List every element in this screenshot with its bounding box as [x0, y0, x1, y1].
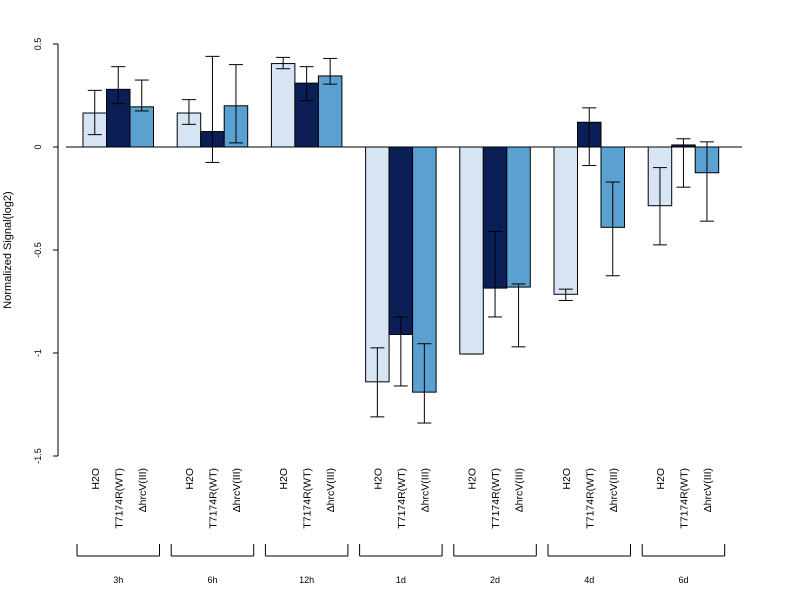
- category-label: T7174R(WT): [678, 468, 690, 529]
- y-axis-label: Normalized Signal(log2): [2, 191, 14, 308]
- group-label: 6h: [207, 575, 217, 585]
- category-label: ΔhrcV(III): [608, 468, 620, 512]
- category-label: H2O: [655, 468, 667, 490]
- bar: [459, 146, 484, 355]
- group-label: 6d: [678, 575, 688, 585]
- category-label: ΔhrcV(III): [514, 468, 526, 512]
- category-label: ΔhrcV(III): [325, 468, 337, 512]
- group-labels: 3h 6h 12h 1d 2d 4d 6d: [76, 544, 726, 585]
- category-label: ΔhrcV(III): [419, 468, 431, 512]
- category-labels: H2O T7174R(WT) ΔhrcV(III) H2O T7174R(WT) Δhrc…: [90, 468, 714, 529]
- category-label: ΔhrcV(III): [702, 468, 714, 512]
- group-label: 3h: [113, 575, 123, 585]
- group-label: 2d: [490, 575, 500, 585]
- bar: [317, 75, 343, 148]
- group-label: 12h: [299, 575, 314, 585]
- bar: [553, 146, 578, 295]
- y-tick-label: -1.5: [33, 448, 43, 464]
- category-label: H2O: [467, 468, 479, 490]
- category-label: ΔhrcV(III): [231, 468, 243, 512]
- bar: [129, 106, 154, 148]
- bar: [506, 146, 531, 288]
- y-tick-label: 0.5: [33, 38, 43, 51]
- category-label: T7174R(WT): [396, 468, 408, 529]
- category-label: ΔhrcV(III): [137, 468, 149, 512]
- category-label: T7174R(WT): [207, 468, 219, 529]
- group-label: 4d: [584, 575, 594, 585]
- category-label: H2O: [90, 468, 102, 490]
- error-bars: [87, 55, 714, 424]
- bar: [270, 63, 296, 148]
- category-label: H2O: [184, 468, 196, 490]
- y-tick-label: -1: [33, 349, 43, 357]
- y-tick-label: -0.5: [33, 242, 43, 258]
- category-label: T7174R(WT): [490, 468, 502, 529]
- y-tick-label: 0: [33, 144, 43, 149]
- category-label: T7174R(WT): [584, 468, 596, 529]
- category-label: T7174R(WT): [113, 468, 125, 529]
- category-label: H2O: [372, 468, 384, 490]
- bar: [388, 146, 414, 335]
- category-label: T7174R(WT): [302, 468, 314, 529]
- group-label: 1d: [396, 575, 406, 585]
- bar: [365, 146, 390, 383]
- category-label: H2O: [278, 468, 290, 490]
- category-label: H2O: [561, 468, 573, 490]
